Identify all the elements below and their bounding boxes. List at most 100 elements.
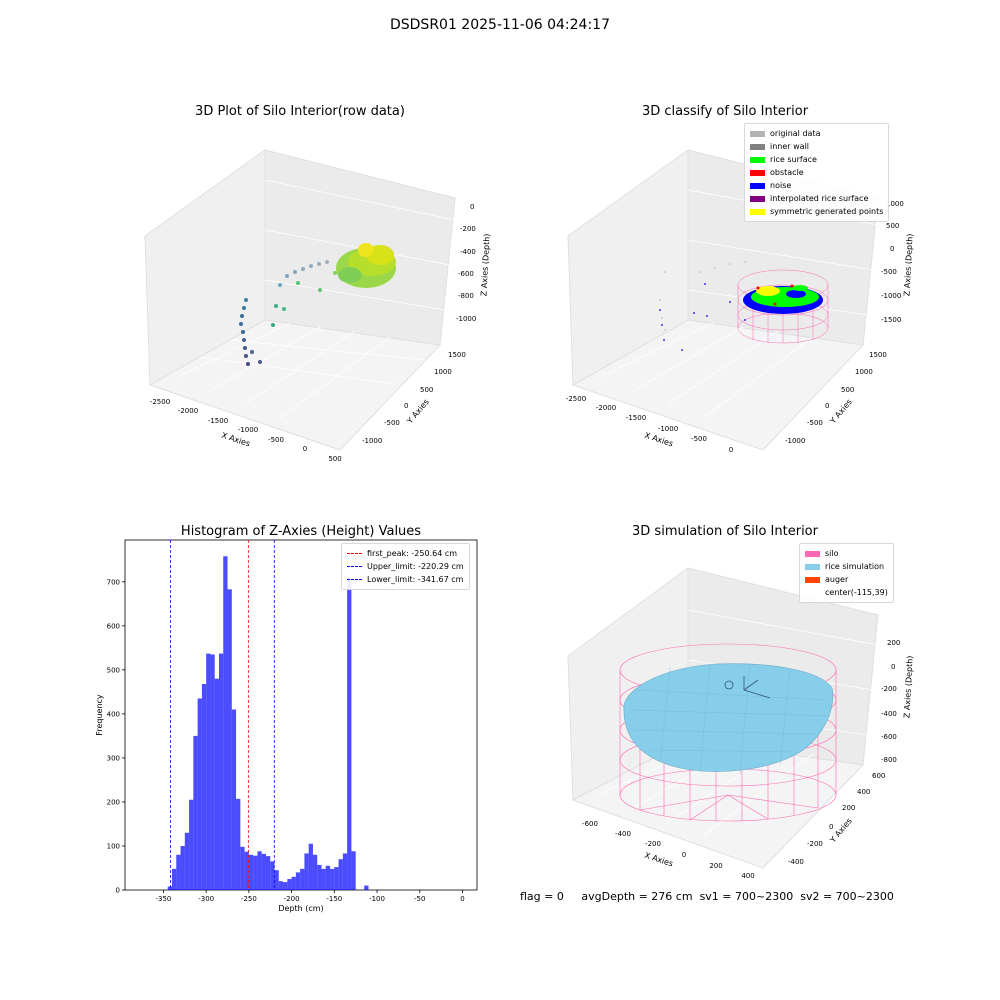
svg-text:0: 0 [890, 245, 894, 253]
histogram-bar [240, 846, 245, 890]
svg-text:500: 500 [420, 386, 433, 394]
histogram-bar [265, 856, 271, 890]
sv2-text: sv2 = 700~2300 [800, 890, 894, 903]
simulation-y-axis-ticks: -400 -200 0 200 400 600 [788, 772, 885, 866]
svg-text:0: 0 [470, 203, 474, 211]
y-tick-label: 400 [107, 710, 120, 718]
raw-x-axis-ticks: -2500 -2000 -1500 -1000 -500 0 500 [150, 398, 342, 463]
legend-swatch [750, 208, 765, 215]
histogram-bar [342, 853, 348, 890]
histogram-bar [351, 851, 356, 890]
legend-swatch [805, 563, 820, 570]
svg-text:-1500: -1500 [208, 417, 228, 425]
x-tick-label: -50 [414, 895, 425, 903]
legend-item: silo [805, 547, 888, 560]
flag-text: flag = 0 [520, 890, 564, 903]
histogram-bar [223, 556, 228, 890]
simulation-panel-title: 3D simulation of Silo Interior [632, 524, 818, 539]
legend-swatch [750, 156, 765, 163]
legend-item: rice surface [750, 153, 883, 166]
svg-text:-1000: -1000 [881, 292, 901, 300]
svg-text:1000: 1000 [434, 368, 452, 376]
legend-item: center(-115,39) [805, 586, 888, 599]
legend-item: inner wall [750, 140, 883, 153]
histogram-bar [227, 589, 232, 890]
svg-text:-600: -600 [458, 270, 474, 278]
x-tick-label: -250 [241, 895, 257, 903]
histogram-bar [291, 876, 296, 890]
svg-text:400: 400 [741, 872, 754, 880]
histogram-bar [312, 854, 318, 890]
svg-text:1500: 1500 [448, 351, 466, 359]
svg-text:-2500: -2500 [566, 395, 586, 403]
sv1-text: sv1 = 700~2300 [699, 890, 794, 903]
classify-x-axis-ticks: -2500 -2000 -1500 -1000 -500 0 [566, 395, 733, 454]
classify-noise-points [659, 283, 746, 351]
svg-text:-1000: -1000 [238, 426, 258, 434]
classify-z-axis-label: Z Axies (Depth) [902, 233, 914, 296]
legend-swatch [750, 143, 765, 150]
simulation-z-axis-ticks: 200 0 -200 -400 -600 -800 [881, 639, 900, 764]
svg-text:0: 0 [891, 663, 895, 671]
legend-item: interpolated rice surface [750, 192, 883, 205]
svg-text:-2000: -2000 [178, 407, 198, 415]
histogram-bar [253, 855, 258, 890]
histogram-bar [364, 885, 369, 890]
y-tick-label: 200 [107, 798, 120, 806]
svg-text:-800: -800 [881, 756, 897, 764]
svg-text:0: 0 [404, 402, 408, 410]
histogram-bar [321, 868, 326, 890]
svg-text:1500: 1500 [869, 351, 887, 359]
histogram-bar [236, 798, 241, 890]
svg-text:1000: 1000 [886, 200, 904, 208]
svg-text:-1500: -1500 [881, 316, 901, 324]
histogram-bar [304, 853, 309, 890]
svg-text:200: 200 [842, 804, 855, 812]
classify-legend: original data inner wall rice surface ob… [744, 123, 890, 222]
legend-item: rice simulation [805, 560, 888, 573]
histogram-bar [189, 799, 194, 890]
simulation-legend: silo rice simulation auger center(-115,3… [799, 543, 894, 603]
histogram-y-ticks: 0 100 200 300 400 500 600 700 [107, 578, 125, 895]
legend-item: noise [750, 179, 883, 192]
histogram-bar [300, 868, 305, 890]
svg-text:500: 500 [886, 222, 899, 230]
histogram-bar [167, 886, 172, 890]
simulation-auger [724, 676, 771, 699]
histogram-bar [257, 851, 262, 890]
svg-text:-400: -400 [615, 830, 631, 838]
histogram-x-axis-label: Depth (cm) [278, 904, 323, 913]
histogram-bar [171, 868, 177, 890]
histogram-title: Histogram of Z-Axies (Height) Values [180, 524, 422, 539]
classify-surface-points [743, 284, 823, 314]
svg-text:500: 500 [841, 386, 854, 394]
svg-text:-1000: -1000 [658, 425, 678, 433]
svg-text:200: 200 [709, 862, 722, 870]
svg-text:-1000: -1000 [362, 437, 382, 445]
svg-text:-200: -200 [645, 840, 661, 848]
legend-swatch [805, 576, 820, 583]
legend-swatch [805, 550, 820, 557]
svg-text:-200: -200 [807, 840, 823, 848]
svg-text:-400: -400 [881, 710, 897, 718]
svg-text:-200: -200 [460, 225, 476, 233]
svg-text:0: 0 [829, 823, 833, 831]
svg-text:-800: -800 [458, 292, 474, 300]
histogram-x-ticks: -350 -300 -250 -200 -150 -100 -50 0 [156, 890, 465, 903]
svg-text:-500: -500 [691, 435, 707, 443]
svg-text:600: 600 [872, 772, 885, 780]
svg-text:1000: 1000 [855, 368, 873, 376]
x-tick-label: -200 [284, 895, 300, 903]
legend-item: obstacle [750, 166, 883, 179]
histogram-bar [180, 845, 185, 890]
raw-y-axis-ticks: -1000 -500 0 500 1000 1500 [362, 351, 466, 445]
y-tick-label: 0 [116, 887, 120, 895]
legend-swatch [750, 130, 765, 137]
raw-z-axis-ticks: 0 -200 -400 -600 -800 -1000 [456, 203, 476, 323]
legend-item: first_peak: -250.64 cm [347, 547, 464, 560]
histogram-y-axis-label: Frequency [95, 694, 104, 736]
histogram-bar [274, 870, 279, 890]
simulation-z-axis-label: Z Axies (Depth) [902, 655, 914, 718]
